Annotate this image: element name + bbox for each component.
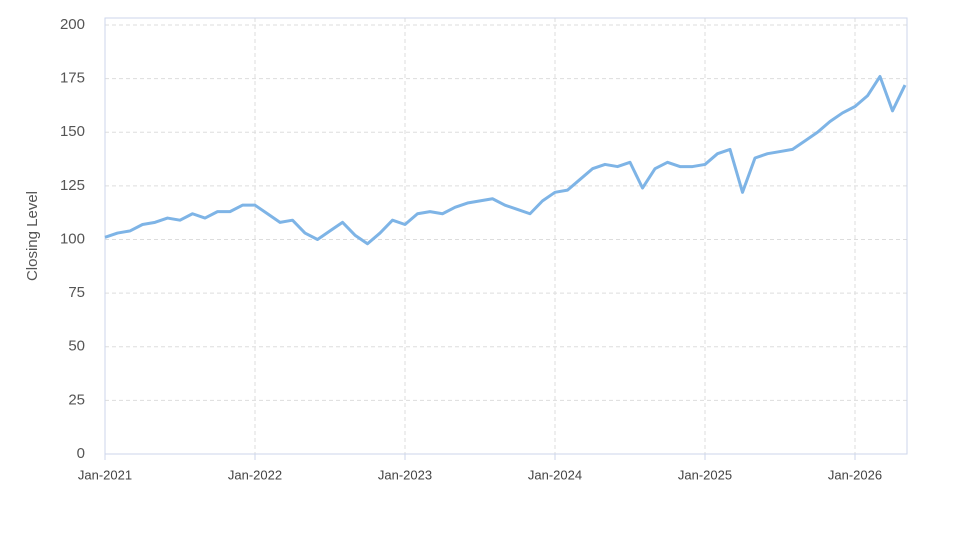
x-tick-label: Jan-2026 [828, 467, 882, 482]
line [104, 74, 907, 246]
y-tick-label: 200 [60, 16, 85, 33]
y-axis-label: Closing Level [24, 191, 41, 281]
y-tick-label: 75 [68, 284, 85, 301]
x-tick-label: Jan-2022 [228, 467, 282, 482]
plot-border [104, 17, 908, 455]
y-tick-label: 175 [60, 70, 85, 87]
y-tick-label: 125 [60, 177, 85, 194]
y-tick-label: 25 [68, 391, 85, 408]
x-tick-label: Jan-2024 [528, 467, 582, 482]
y-tick-label: 50 [68, 338, 85, 355]
y-tick-label: 150 [60, 123, 85, 140]
y-tick-label: 0 [77, 445, 85, 462]
x-tick-label: Jan-2025 [678, 467, 732, 482]
y-tick-label: 100 [60, 230, 85, 247]
x-tick-label: Jan-2023 [378, 467, 432, 482]
x-tick-label: Jan-2021 [78, 467, 132, 482]
